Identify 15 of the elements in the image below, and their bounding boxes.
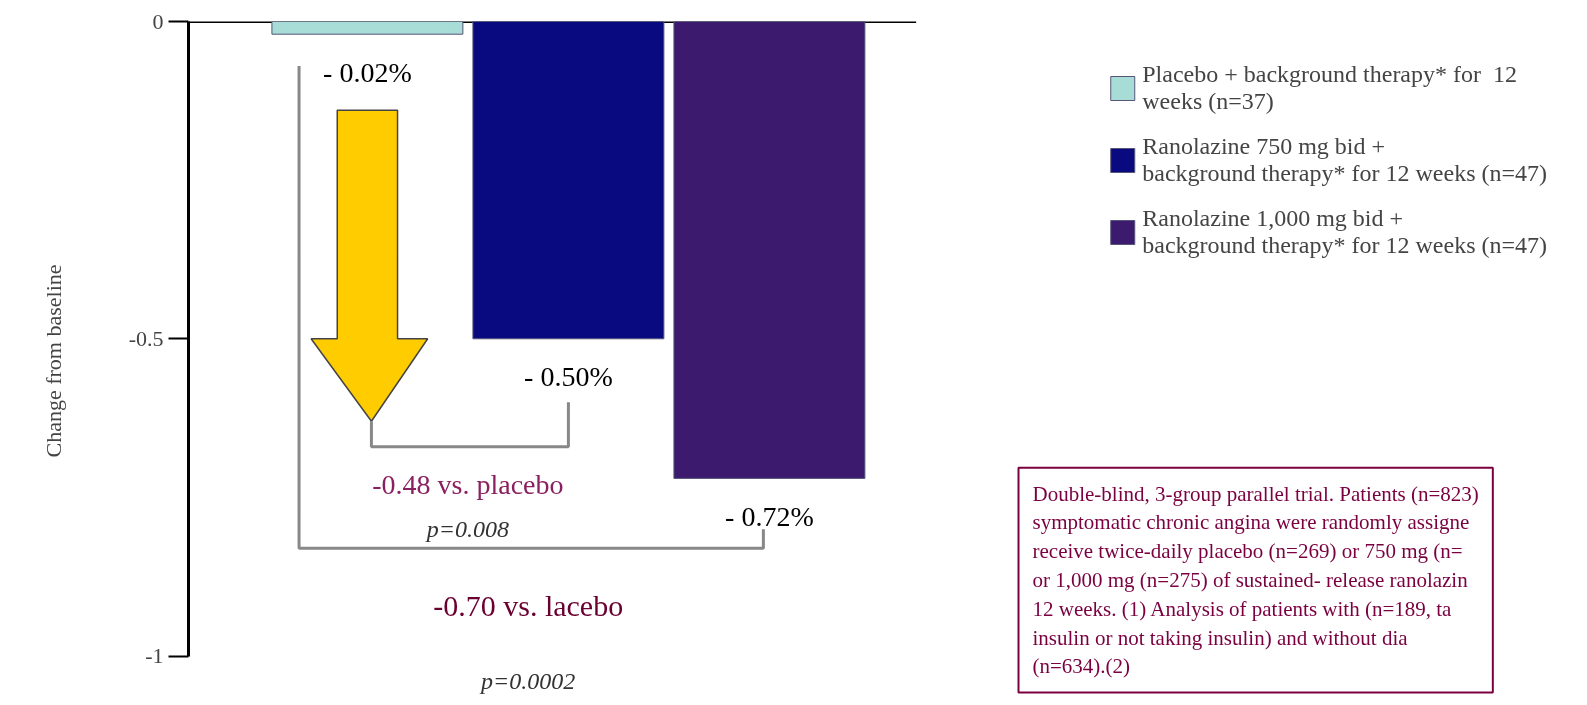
data-label: - 0.50% — [524, 361, 613, 393]
y-tick-label: -1 — [145, 643, 164, 669]
data-label: - 0.72% — [725, 500, 814, 532]
y-tick-label: 0 — [152, 8, 164, 34]
data-label: - 0.02% — [323, 56, 412, 88]
legend-label: Ranolazine 750 mg bid + background therapy* for 12 weeks (n=47) — [1142, 133, 1547, 187]
legend-label: Ranolazine 1,000 mg bid + background therapy* for 12 weeks (n=47) — [1142, 205, 1547, 259]
y-axis-title: Change from baseline — [40, 264, 66, 458]
annotation: -0.70 vs. lacebo — [433, 588, 624, 622]
y-tick-label: -0.5 — [128, 325, 164, 351]
annotation: -0.48 vs. placebo — [372, 469, 564, 501]
text: Double-blind, 3-group parallel trial. Patients (n=823) symptomatic chronic angina were randomly assigne receive twice-daily placebo (n=269) or 750 mg (n= or 1,000 mg (n=275) of sustained- release ranolazin 12 weeks. (1) Analysis of patients with (n=189, ta insulin or not taking insulin) and without dia (n=634).(2) — [1032, 481, 1479, 679]
legend-label: Placebo + background therapy* for 12 weeks (n=37) — [1142, 61, 1518, 115]
annotation: p=0.008 — [424, 516, 509, 543]
text: p=0.0002 — [479, 668, 576, 695]
